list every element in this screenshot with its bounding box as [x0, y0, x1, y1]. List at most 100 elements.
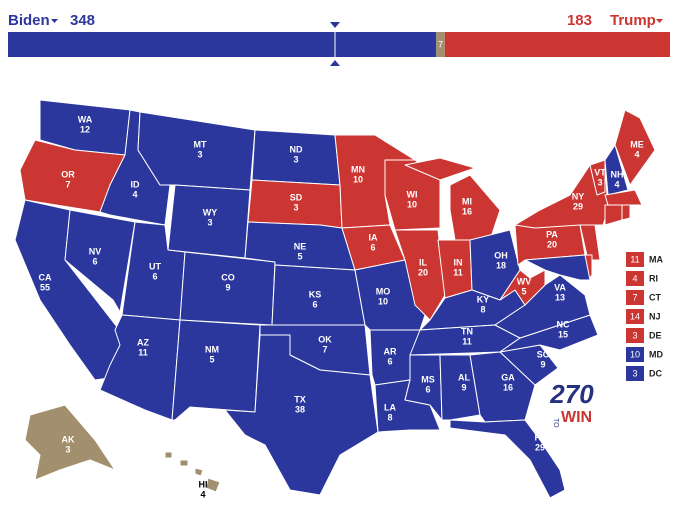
state[interactable]: [604, 204, 623, 226]
state[interactable]: [439, 354, 481, 421]
small-state-abbr: DC: [649, 368, 662, 378]
state-abbr: GA: [501, 372, 515, 382]
bar-trump: [444, 32, 670, 57]
state-abbr: WV: [517, 276, 532, 286]
small-state-box[interactable]: [626, 366, 644, 381]
small-state-box[interactable]: [626, 328, 644, 343]
small-state-box[interactable]: [626, 271, 644, 286]
state-votes: 11: [453, 267, 463, 277]
state-abbr: CA: [39, 272, 52, 282]
state[interactable]: [64, 209, 136, 313]
state[interactable]: [24, 404, 116, 481]
state-abbr: VA: [554, 282, 566, 292]
state[interactable]: [171, 319, 261, 421]
state-votes: 4: [634, 149, 639, 159]
state-votes: 10: [378, 296, 388, 306]
state-votes: 6: [387, 356, 392, 366]
state-abbr: AK: [62, 434, 75, 444]
state[interactable]: [589, 159, 606, 196]
marker-top: [330, 22, 340, 28]
state[interactable]: [604, 144, 629, 196]
small-state-box[interactable]: [626, 347, 644, 362]
small-state-votes: 10: [630, 349, 640, 359]
state-votes: 3: [293, 154, 298, 164]
state-abbr: NY: [572, 191, 585, 201]
state-votes: 6: [425, 384, 430, 394]
small-state-abbr: CT: [649, 292, 661, 302]
state-votes: 5: [297, 251, 302, 261]
logo-number: 270: [549, 379, 594, 409]
state-votes: 9: [461, 382, 466, 392]
logo-to: TO: [552, 418, 559, 428]
state[interactable]: [579, 224, 601, 261]
state-abbr: IN: [454, 257, 463, 267]
state-votes: 12: [80, 124, 90, 134]
state[interactable]: [384, 159, 441, 231]
state-votes: 7: [65, 179, 70, 189]
state-abbr: MN: [351, 164, 365, 174]
state-abbr: OR: [61, 169, 75, 179]
state-abbr: AR: [384, 346, 397, 356]
state[interactable]: [514, 164, 609, 229]
biden-total: 348: [70, 12, 95, 29]
state-votes: 6: [92, 256, 97, 266]
state[interactable]: [224, 334, 379, 496]
state-votes: 10: [353, 174, 363, 184]
state[interactable]: [621, 204, 631, 221]
bar-tossup: [436, 32, 445, 57]
state-abbr: ND: [290, 144, 303, 154]
small-state-box[interactable]: [626, 290, 644, 305]
state[interactable]: [499, 269, 546, 306]
state[interactable]: [449, 419, 566, 499]
state-votes: 55: [40, 282, 50, 292]
state-abbr: NE: [294, 241, 307, 251]
trump-total: 183: [567, 12, 592, 29]
state-abbr: KY: [477, 294, 490, 304]
state-votes: 13: [555, 292, 565, 302]
state[interactable]: [334, 134, 416, 229]
small-state-box[interactable]: [626, 252, 644, 267]
small-state-votes: 3: [632, 368, 637, 378]
state[interactable]: [604, 189, 643, 206]
state-votes: 3: [197, 149, 202, 159]
small-state-box[interactable]: [626, 309, 644, 324]
state-votes: 3: [293, 202, 298, 212]
marker-bottom: [330, 60, 340, 66]
state-votes: 11: [462, 336, 472, 346]
state-abbr: MI: [462, 196, 472, 206]
state-votes: 3: [207, 217, 212, 227]
trump-name[interactable]: Trump: [610, 12, 656, 29]
state-abbr: MS: [421, 374, 435, 384]
biden-name[interactable]: Biden: [8, 12, 50, 29]
state-votes: 29: [573, 201, 583, 211]
state-abbr: UT: [149, 261, 161, 271]
small-state-votes: 14: [630, 311, 640, 321]
state-abbr: OH: [494, 250, 508, 260]
state-abbr: OK: [318, 334, 332, 344]
small-state-abbr: NJ: [649, 311, 661, 321]
state-abbr: SC: [537, 349, 550, 359]
state-abbr: MO: [376, 286, 391, 296]
state-votes: 8: [480, 304, 485, 314]
state-abbr: HI: [199, 479, 208, 489]
state-votes: 20: [547, 239, 557, 249]
state-abbr: VT: [594, 167, 606, 177]
state-abbr: NV: [89, 246, 102, 256]
state[interactable]: [164, 451, 221, 493]
state-abbr: LA: [384, 402, 396, 412]
state[interactable]: [614, 109, 656, 186]
small-state-votes: 4: [632, 273, 637, 283]
state-abbr: ID: [131, 179, 141, 189]
state-votes: 3: [597, 177, 602, 187]
state-abbr: PA: [546, 229, 558, 239]
state-abbr: FL: [535, 432, 546, 442]
state-abbr: ME: [630, 139, 644, 149]
state[interactable]: [524, 254, 591, 281]
state-abbr: KS: [309, 289, 322, 299]
state-abbr: SD: [290, 192, 303, 202]
small-state-abbr: DE: [649, 330, 662, 340]
state-votes: 20: [418, 267, 428, 277]
biden-caret: [51, 19, 58, 23]
